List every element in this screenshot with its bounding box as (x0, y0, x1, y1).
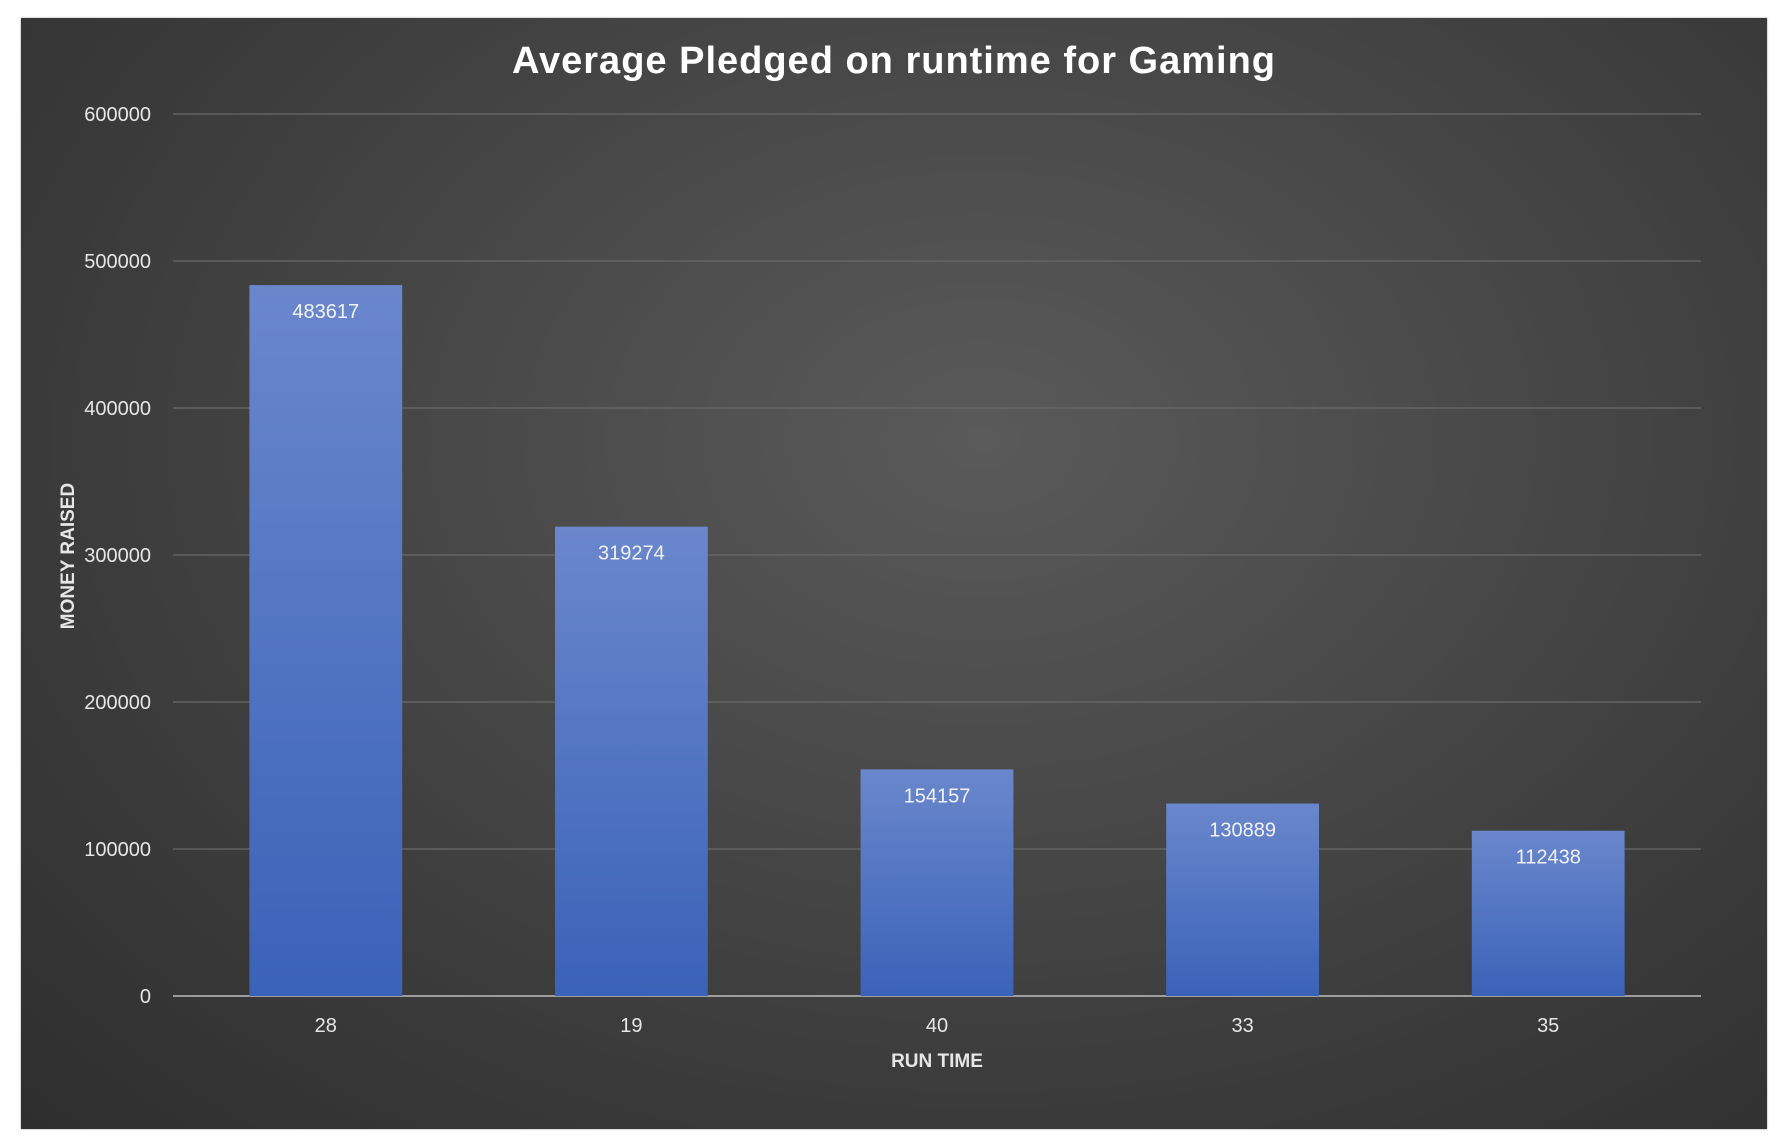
y-tick-label: 500000 (84, 251, 151, 273)
x-axis-ticks: 28 19 40 33 35 (315, 1015, 1560, 1037)
bar-35 (1471, 830, 1625, 996)
y-tick-label: 200000 (84, 692, 151, 714)
x-tick-label: 28 (315, 1015, 337, 1037)
y-tick-label: 100000 (84, 839, 151, 861)
data-label: 483617 (292, 301, 359, 323)
bar-chart: Average Pledged on runtime for Gaming 0 1… (58, 40, 1701, 1072)
data-label: 112438 (1516, 847, 1581, 869)
y-tick-label: 400000 (84, 398, 151, 420)
y-tick-label: 0 (140, 986, 151, 1008)
bars (249, 285, 1625, 996)
x-tick-label: 33 (1231, 1015, 1253, 1037)
data-labels: 483617 319274 154157 130889 112438 (292, 301, 1580, 869)
y-axis-ticks: 0 100000 200000 300000 400000 500000 600000 (84, 104, 151, 1008)
chart-area: Average Pledged on runtime for Gaming 0 1… (21, 18, 1767, 1129)
x-tick-label: 19 (620, 1015, 642, 1037)
chart-title: Average Pledged on runtime for Gaming (512, 40, 1276, 82)
data-label: 319274 (598, 543, 665, 565)
bar-19 (555, 526, 708, 996)
y-tick-label: 300000 (84, 545, 151, 567)
data-label: 130889 (1209, 820, 1276, 842)
bar-33 (1166, 803, 1319, 996)
data-label: 154157 (904, 785, 971, 807)
bar-28 (249, 285, 403, 996)
y-tick-label: 600000 (84, 104, 151, 126)
bar-40 (860, 769, 1014, 996)
x-tick-label: 40 (926, 1015, 948, 1037)
y-axis-title: MONEY RAISED (58, 483, 79, 629)
x-tick-label: 35 (1537, 1015, 1559, 1037)
x-axis-title: RUN TIME (891, 1051, 983, 1072)
